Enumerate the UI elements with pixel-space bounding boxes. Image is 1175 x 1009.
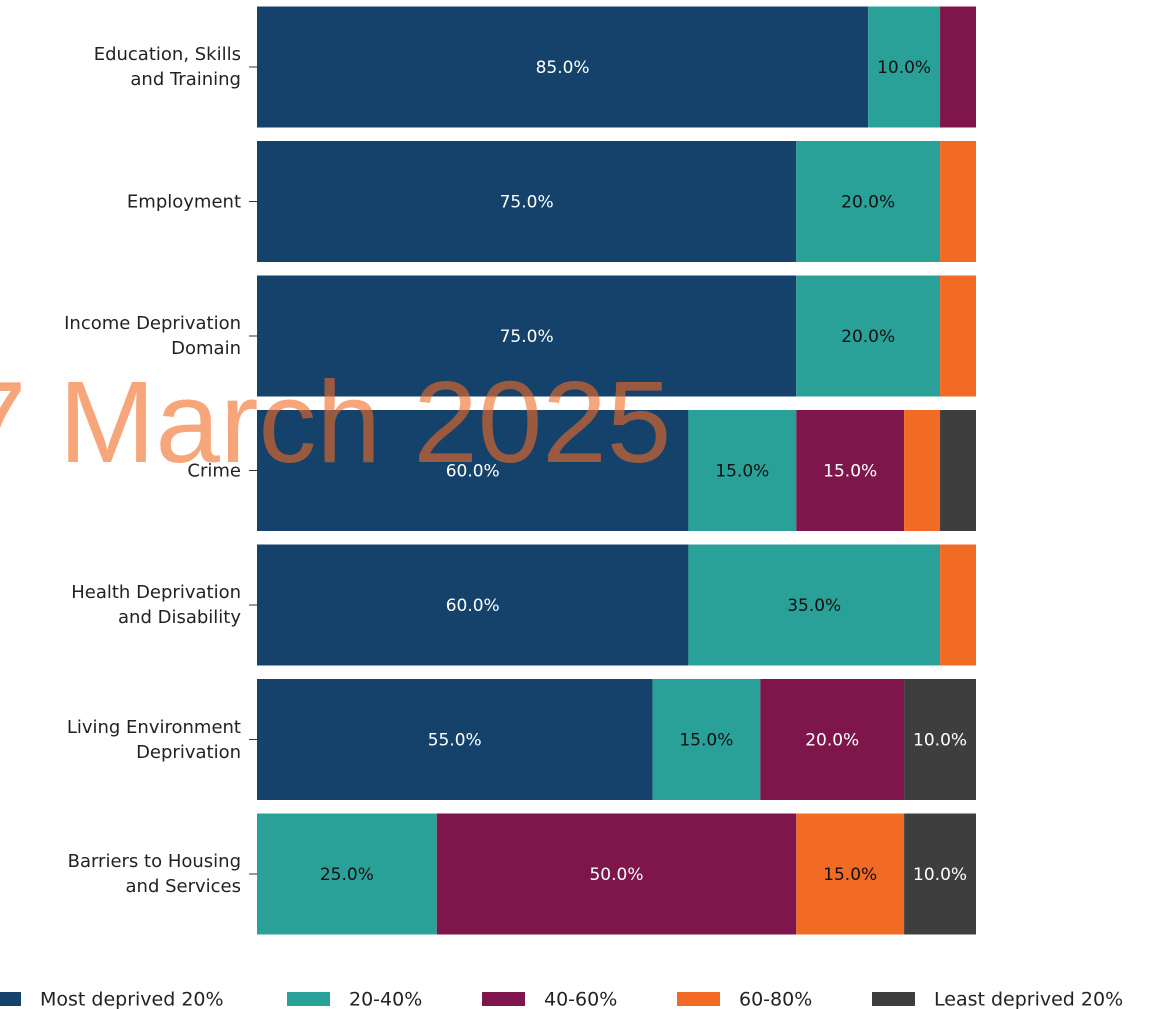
legend-label: 20-40% <box>349 989 422 1009</box>
legend-swatch <box>287 992 330 1006</box>
bar-segment <box>940 410 976 531</box>
data-label: 10.0% <box>913 865 967 885</box>
data-label: 15.0% <box>823 865 877 885</box>
data-label: 15.0% <box>715 462 769 482</box>
data-label: 50.0% <box>589 865 643 885</box>
bar-segment <box>904 813 976 935</box>
y-tick-label: Living Environment Deprivation <box>66 716 241 763</box>
data-label: 60.0% <box>446 462 500 482</box>
data-label: 75.0% <box>500 193 554 213</box>
bar-segment <box>257 544 689 666</box>
bar-segment <box>796 410 905 531</box>
legend-swatch <box>482 992 525 1006</box>
bar-segment <box>760 679 905 800</box>
data-label: 15.0% <box>679 731 733 751</box>
data-label: 20.0% <box>841 193 895 213</box>
bar-segment <box>257 813 437 935</box>
data-label: 75.0% <box>500 327 554 347</box>
legend-swatch <box>0 992 21 1006</box>
bar-segment <box>940 544 976 666</box>
bar-segment <box>796 141 941 262</box>
y-tick-label: Income Deprivation Domain <box>64 313 241 359</box>
data-label: 10.0% <box>877 58 931 78</box>
data-label: 55.0% <box>428 731 482 751</box>
legend-label: Most deprived 20% <box>40 989 224 1009</box>
data-label: 15.0% <box>823 462 877 482</box>
bar-segment <box>868 6 941 128</box>
data-label: 25.0% <box>320 865 374 885</box>
legend-swatch <box>872 992 915 1006</box>
data-label: 35.0% <box>787 596 841 616</box>
y-tick-label: Health Deprivation and Disability <box>71 582 241 628</box>
bar-segment <box>257 679 653 800</box>
bar-segment <box>257 141 797 262</box>
legend-label: 60-80% <box>739 989 812 1009</box>
bar-segment <box>904 679 976 800</box>
y-tick-label: Barriers to Housing and Services <box>67 851 241 897</box>
bar-segment <box>257 410 689 531</box>
y-tick-label: Education, Skills and Training <box>93 44 241 90</box>
data-label: 60.0% <box>446 596 500 616</box>
bar-segment <box>796 275 941 397</box>
bar-segment <box>940 141 976 262</box>
bar-segment <box>904 410 941 531</box>
bar-segment <box>940 275 976 397</box>
data-label: 20.0% <box>805 731 859 751</box>
y-tick-label: Crime <box>187 460 241 481</box>
watermark: 7 March 2025 <box>0 357 671 487</box>
bar-segment <box>652 679 761 800</box>
y-tick-label: Employment <box>126 191 241 212</box>
bar-segment <box>257 6 869 128</box>
data-label: 20.0% <box>841 327 895 347</box>
bar-segment <box>257 275 797 397</box>
legend-swatch <box>677 992 720 1006</box>
bar-segment <box>688 410 797 531</box>
data-label: 85.0% <box>536 58 590 78</box>
bar-segment <box>688 544 941 666</box>
data-label: 10.0% <box>913 731 967 751</box>
bar-segment <box>796 813 905 935</box>
legend-label: Least deprived 20% <box>934 989 1123 1009</box>
bar-segment <box>940 6 976 128</box>
bar-segment <box>436 813 797 935</box>
legend-label: 40-60% <box>544 989 617 1009</box>
